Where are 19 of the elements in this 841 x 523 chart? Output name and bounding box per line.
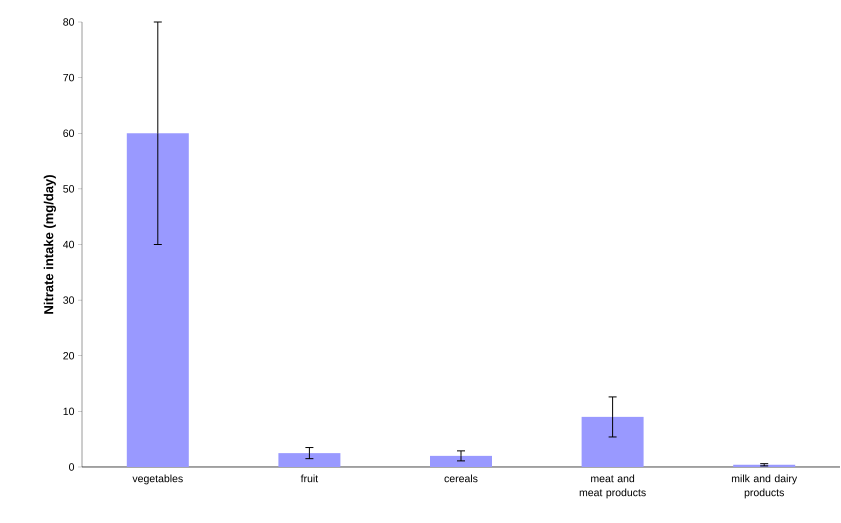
bar [430, 456, 492, 467]
y-tick-label: 30 [63, 296, 74, 304]
x-tick-label: meat and meat products [580, 474, 646, 498]
y-tick-label: 60 [63, 130, 74, 137]
bar [582, 416, 644, 467]
y-tick-label: 10 [64, 408, 74, 416]
y-tick-label: 40 [63, 240, 74, 248]
x-tick-label: cereals [444, 474, 478, 482]
bar [126, 133, 189, 467]
y-tick-label: 20 [63, 352, 74, 360]
y-tick-label: 0 [69, 463, 74, 471]
bar [278, 453, 340, 467]
y-axis-title: Nitrate intake (mg/day) [44, 175, 56, 314]
x-tick-label: vegetables [132, 474, 183, 484]
y-tick-label: 70 [63, 74, 74, 82]
x-tick-label: milk and dairy products [732, 474, 798, 498]
y-tick-label: 80 [63, 18, 74, 26]
x-tick-label: fruit [300, 474, 318, 482]
y-tick-label: 50 [63, 185, 74, 193]
